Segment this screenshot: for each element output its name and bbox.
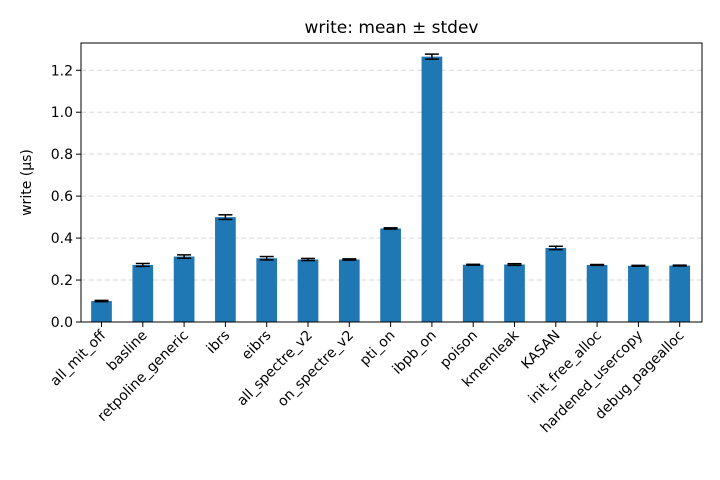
error-bar [301, 257, 315, 262]
error-bar [672, 264, 687, 267]
bars [91, 56, 691, 322]
y-tick-label: 0.4 [51, 231, 73, 247]
bar [173, 256, 195, 322]
error-bar [424, 53, 439, 60]
bar [421, 56, 443, 322]
y-axis: 0.0 0.2 0.4 0.6 0.8 1.0 1.2 [51, 63, 81, 331]
chart-title: write: mean ± stdev [305, 18, 479, 38]
error-bar [507, 262, 522, 267]
bar [91, 301, 112, 322]
error-bar [259, 255, 274, 261]
error-bar [342, 258, 357, 261]
bar [297, 259, 319, 322]
bar [256, 258, 278, 322]
y-tick-label: 0.6 [51, 189, 73, 205]
y-tick-label: 1.2 [51, 63, 73, 79]
bar [380, 228, 401, 322]
error-bar [590, 263, 605, 267]
error-bar [548, 245, 563, 251]
y-tick-label: 0.8 [51, 147, 73, 163]
y-axis-label: write (µs) [19, 149, 35, 216]
plot-frame [80, 42, 703, 323]
error-bar [466, 263, 481, 266]
error-bar [94, 299, 109, 303]
bar [545, 247, 567, 322]
error-bar [177, 254, 192, 259]
y-tick-label: 0.2 [51, 273, 73, 289]
error-bar [218, 214, 233, 221]
error-bars [94, 53, 687, 303]
bar [338, 259, 360, 322]
error-bar [631, 264, 646, 267]
bar [628, 265, 649, 322]
bar [504, 264, 525, 322]
y-tick-label: 0.0 [51, 315, 73, 331]
error-bar [135, 262, 150, 268]
bar [132, 264, 154, 322]
y-tick-label: 1.0 [51, 105, 73, 121]
bar [586, 264, 608, 322]
bar [215, 217, 236, 322]
error-bar [383, 227, 398, 230]
bar [462, 264, 484, 322]
bar [669, 265, 691, 322]
